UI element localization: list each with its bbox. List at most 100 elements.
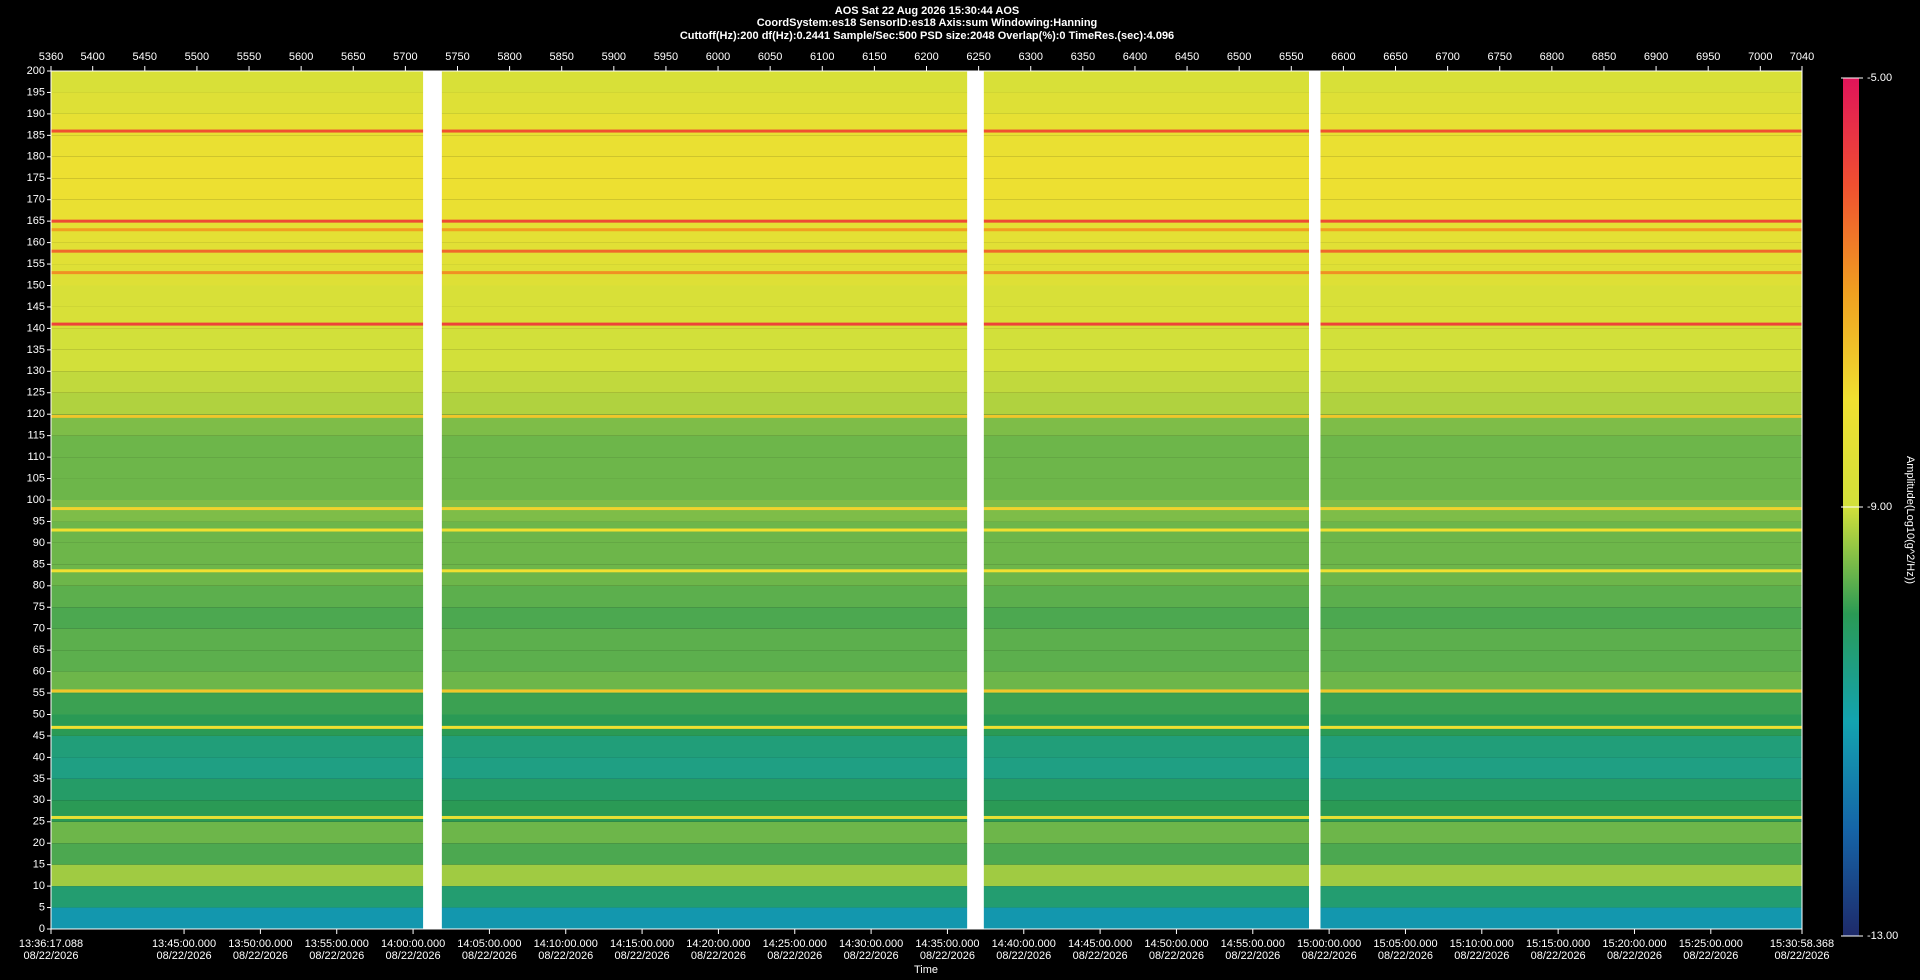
spectrogram-band bbox=[51, 135, 1802, 157]
x-bottom-tick-date: 08/22/2026 bbox=[844, 950, 899, 962]
x-top-tick-label: 5600 bbox=[289, 51, 313, 63]
spectrogram-band bbox=[51, 71, 1802, 93]
x-bottom-tick-date: 08/22/2026 bbox=[1607, 950, 1662, 962]
x-bottom-tick-date: 08/22/2026 bbox=[462, 950, 517, 962]
spectrogram-band bbox=[51, 242, 1802, 265]
x-top-tick-label: 5500 bbox=[185, 51, 209, 63]
x-top-tick-label: 6250 bbox=[966, 51, 990, 63]
y-tick-label: 100 bbox=[27, 494, 45, 506]
y-tick-label: 120 bbox=[27, 408, 45, 420]
y-tick-label: 65 bbox=[33, 644, 45, 656]
tone-line bbox=[51, 815, 1802, 819]
tone-line bbox=[51, 725, 1802, 729]
x-top-tick-label: 6100 bbox=[810, 51, 834, 63]
y-tick-label: 160 bbox=[27, 237, 45, 249]
spectrogram-band bbox=[51, 564, 1802, 586]
y-tick-label: 35 bbox=[33, 773, 45, 785]
y-tick-label: 105 bbox=[27, 472, 45, 484]
x-bottom-tick-date: 08/22/2026 bbox=[23, 950, 78, 962]
spectrogram-band bbox=[51, 542, 1802, 565]
settings-text: Cuttoff(Hz):200 df(Hz):0.2441 Sample/Sec… bbox=[680, 30, 1174, 42]
x-top-tick-label: 5900 bbox=[602, 51, 626, 63]
colorbar-label: Amplitude(Log10(g^2/Hz)) bbox=[1904, 456, 1916, 584]
tone-line bbox=[51, 414, 1802, 418]
x-bottom-tick-label: 14:50:00.000 bbox=[1144, 938, 1208, 950]
spectrogram-band bbox=[51, 392, 1802, 415]
x-bottom-tick-date: 08/22/2026 bbox=[691, 950, 746, 962]
x-top-tick-label: 5800 bbox=[497, 51, 521, 63]
y-tick-label: 0 bbox=[39, 923, 45, 935]
spectrogram-band bbox=[51, 843, 1802, 865]
x-top-tick-label: 7000 bbox=[1748, 51, 1772, 63]
x-top-tick-label: 5750 bbox=[445, 51, 469, 63]
x-bottom-tick-label: 15:15:00.000 bbox=[1526, 938, 1590, 950]
chart-subtitle: CoordSystem:es18 SensorID:es18 Axis:sum … bbox=[757, 17, 1098, 29]
x-bottom-tick-date: 08/22/2026 bbox=[1149, 950, 1204, 962]
y-tick-label: 95 bbox=[33, 515, 45, 527]
x-bottom-tick-date: 08/22/2026 bbox=[1454, 950, 1509, 962]
x-top-tick-label: 6200 bbox=[914, 51, 938, 63]
x-top-tick-label: 5550 bbox=[237, 51, 261, 63]
x-bottom-tick-label: 14:30:00.000 bbox=[839, 938, 903, 950]
x-top-tick-label: 6500 bbox=[1227, 51, 1251, 63]
x-top-tick-label: 6600 bbox=[1331, 51, 1355, 63]
spectrogram-band bbox=[51, 521, 1802, 543]
y-tick-label: 40 bbox=[33, 751, 45, 763]
spectrogram-band bbox=[51, 714, 1802, 736]
tone-line bbox=[51, 507, 1802, 511]
data-gap bbox=[967, 71, 984, 929]
y-tick-label: 130 bbox=[27, 365, 45, 377]
x-top-tick-label: 5700 bbox=[393, 51, 417, 63]
spectrogram-band bbox=[51, 264, 1802, 286]
x-top-tick-label: 6550 bbox=[1279, 51, 1303, 63]
x-top-tick-label: 5650 bbox=[341, 51, 365, 63]
colorbar-tick-label: -13.00 bbox=[1867, 930, 1898, 942]
spectrogram-band bbox=[51, 821, 1802, 844]
y-tick-label: 15 bbox=[33, 859, 45, 871]
x-top-tick-label: 6650 bbox=[1383, 51, 1407, 63]
y-tick-label: 195 bbox=[27, 86, 45, 98]
x-bottom-tick-date: 08/22/2026 bbox=[1378, 950, 1433, 962]
spectrogram-band bbox=[51, 457, 1802, 479]
x-bottom-tick-date: 08/22/2026 bbox=[1683, 950, 1738, 962]
x-bottom-tick-label: 13:55:00.000 bbox=[305, 938, 369, 950]
spectrogram-band bbox=[51, 199, 1802, 222]
spectrogram-band bbox=[51, 178, 1802, 200]
y-tick-label: 145 bbox=[27, 301, 45, 313]
x-bottom-tick-label: 14:20:00.000 bbox=[686, 938, 750, 950]
x-bottom-tick-date: 08/22/2026 bbox=[157, 950, 212, 962]
spectrogram-band bbox=[51, 886, 1802, 908]
y-tick-label: 50 bbox=[33, 708, 45, 720]
tone-line bbox=[51, 228, 1802, 232]
spectrogram-band bbox=[51, 328, 1802, 350]
y-tick-label: 155 bbox=[27, 258, 45, 270]
x-bottom-tick-date: 08/22/2026 bbox=[1225, 950, 1280, 962]
x-bottom-tick-label: 14:00:00.000 bbox=[381, 938, 445, 950]
x-bottom-tick-date: 08/22/2026 bbox=[386, 950, 441, 962]
spectrogram-band bbox=[51, 693, 1802, 715]
y-tick-label: 5 bbox=[39, 901, 45, 913]
y-tick-label: 85 bbox=[33, 558, 45, 570]
x-bottom-tick-label: 14:35:00.000 bbox=[915, 938, 979, 950]
y-tick-label: 190 bbox=[27, 108, 45, 120]
x-top-tick-label: 5950 bbox=[654, 51, 678, 63]
y-tick-label: 180 bbox=[27, 151, 45, 163]
x-top-tick-label: 6150 bbox=[862, 51, 886, 63]
x-bottom-tick-label: 14:15:00.000 bbox=[610, 938, 674, 950]
y-tick-label: 140 bbox=[27, 322, 45, 334]
x-top-tick-label: 6000 bbox=[706, 51, 730, 63]
y-tick-label: 150 bbox=[27, 279, 45, 291]
spectrogram-band bbox=[51, 628, 1802, 651]
y-tick-label: 185 bbox=[27, 129, 45, 141]
y-tick-label: 10 bbox=[33, 880, 45, 892]
tone-line bbox=[51, 129, 1802, 133]
x-bottom-tick-label: 14:10:00.000 bbox=[534, 938, 598, 950]
x-top-tick-label: 5400 bbox=[80, 51, 104, 63]
x-bottom-tick-label: 15:30:58.368 bbox=[1770, 938, 1834, 950]
x-bottom-tick-date: 08/22/2026 bbox=[538, 950, 593, 962]
y-tick-label: 175 bbox=[27, 172, 45, 184]
x-top-tick-label: 5450 bbox=[133, 51, 157, 63]
y-tick-label: 135 bbox=[27, 344, 45, 356]
colorbar-tick-label: -5.00 bbox=[1867, 72, 1892, 84]
x-bottom-tick-date: 08/22/2026 bbox=[615, 950, 670, 962]
